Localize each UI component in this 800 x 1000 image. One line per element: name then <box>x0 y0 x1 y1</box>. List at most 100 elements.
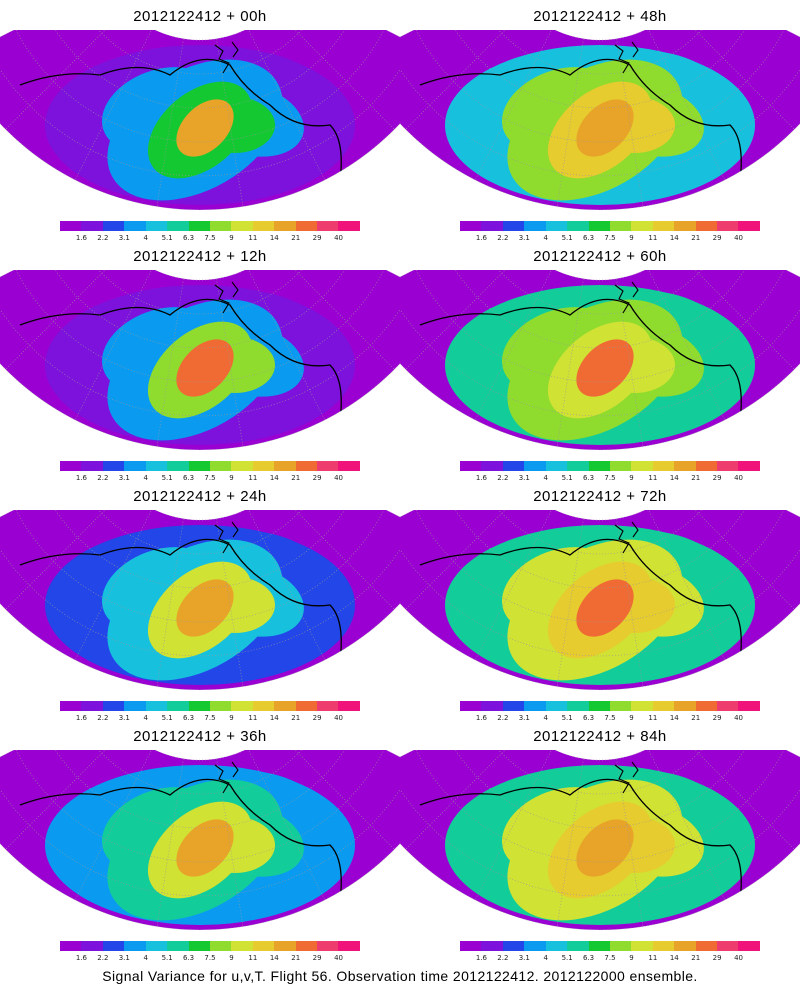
colorbar-tick-label: 1.6 <box>75 714 87 722</box>
colorbar-swatch <box>252 221 275 231</box>
colorbar-ticks: 1.6 2.2 3.1 4 5.1 6.3 7.5 9 11 14 21 29 40 <box>60 714 360 724</box>
colorbar-tick-label: 14 <box>669 714 679 722</box>
longitude-line <box>405 510 526 610</box>
arctic-islands <box>214 41 239 74</box>
colorbar-swatch <box>524 221 546 231</box>
colorbar-swatch <box>188 701 210 711</box>
longitude-line <box>405 750 526 850</box>
colorbar-tick-label: 5.1 <box>561 474 573 482</box>
longitude-line <box>216 278 244 447</box>
colorbar-tick-label: 3.1 <box>118 234 130 242</box>
colorbar-tick-label: 4 <box>543 474 548 482</box>
colorbar-tick-label: 21 <box>691 234 701 242</box>
colorbar-tick-label: 7.5 <box>604 714 616 722</box>
colorbar-swatch <box>545 221 568 231</box>
colorbar-swatch <box>124 221 146 231</box>
colorbar-swatch <box>209 701 232 711</box>
colorbar-swatch <box>188 941 210 951</box>
colorbar-tick-label: 2.2 <box>497 954 509 962</box>
longitude-line <box>556 758 584 927</box>
colorbar-tick-label: 5.1 <box>161 234 173 242</box>
colorbar-tick-label: 1.6 <box>475 234 487 242</box>
variance-contour <box>576 579 634 637</box>
colorbar-tick-label: 6.3 <box>182 954 195 962</box>
colorbar-tick-label: 6.3 <box>182 234 195 242</box>
longitude-line <box>156 38 184 207</box>
colorbar-swatch <box>338 221 360 231</box>
longitude-line <box>274 510 395 610</box>
signal-variance-map <box>400 750 800 930</box>
colorbar-swatch <box>674 221 696 231</box>
latitude-line <box>400 764 800 897</box>
colorbar-tick-label: 14 <box>669 474 679 482</box>
panel-title: 2012122412 + 48h <box>533 8 667 25</box>
longitude-line <box>247 270 326 421</box>
colorbar-swatch <box>460 941 482 951</box>
colorbar-tick-label: 11 <box>648 714 658 722</box>
colorbar-swatch <box>524 461 546 471</box>
colorbar-swatch <box>209 941 232 951</box>
map-boundary <box>400 510 800 690</box>
colorbar-tick-label: 6.3 <box>582 474 595 482</box>
colorbar-tick-label: 2.2 <box>497 714 509 722</box>
latitude-line <box>0 59 400 210</box>
colorbar-swatch <box>209 461 232 471</box>
colorbar-tick-label: 7.5 <box>204 234 216 242</box>
colorbar-tick-label: 21 <box>691 714 701 722</box>
latitude-line <box>400 779 800 930</box>
colorbar-tick-label: 9 <box>229 234 234 242</box>
longitude-line <box>5 270 126 370</box>
panel-title: 2012122412 + 24h <box>133 488 267 505</box>
colorbar-swatch <box>274 221 296 231</box>
colorbar-swatch <box>481 941 503 951</box>
colorbar <box>460 701 760 711</box>
map-boundary <box>0 30 400 210</box>
coastline <box>419 58 742 181</box>
colorbar-swatch <box>502 221 525 231</box>
colorbar-swatch <box>60 701 82 711</box>
colorbar-swatch <box>631 701 653 711</box>
colorbar-swatch <box>695 461 718 471</box>
colorbar-tick-label: 2.2 <box>97 474 109 482</box>
colorbar-swatch <box>60 221 82 231</box>
colorbar-swatch <box>102 221 125 231</box>
colorbar-swatch <box>738 221 760 231</box>
colorbar <box>460 461 760 471</box>
colorbar-swatch <box>274 701 296 711</box>
colorbar-tick-label: 5.1 <box>561 714 573 722</box>
colorbar-swatch <box>567 461 589 471</box>
latitude-line <box>400 539 800 690</box>
colorbar-swatch <box>460 461 482 471</box>
colorbar-tick-label: 3.1 <box>518 954 530 962</box>
colorbar-swatch <box>717 221 739 231</box>
colorbar-tick-label: 29 <box>312 234 322 242</box>
colorbar-tick-label: 6.3 <box>582 714 595 722</box>
latitude-line <box>0 524 400 657</box>
colorbar-swatch <box>145 941 168 951</box>
colorbar-tick-label: 29 <box>712 474 722 482</box>
colorbar-tick-label: 5.1 <box>561 234 573 242</box>
map-panel: 2012122412 + 48h 1.6 2.2 3.1 4 5.1 6.3 7.5 9 11 14… <box>400 0 800 242</box>
colorbar-tick-label: 7.5 <box>604 234 616 242</box>
longitude-line <box>156 518 184 687</box>
longitude-line <box>674 510 795 610</box>
colorbar-tick-label: 14 <box>269 234 279 242</box>
colorbar-tick-label: 29 <box>712 714 722 722</box>
latitude-line <box>400 284 800 417</box>
longitude-line <box>616 278 644 447</box>
colorbar-tick-label: 11 <box>248 954 258 962</box>
colorbar-tick-label: 5.1 <box>161 714 173 722</box>
colorbar-swatch <box>252 701 275 711</box>
coastline <box>19 778 342 901</box>
colorbar-tick-label: 40 <box>334 234 344 242</box>
colorbar-swatch <box>695 701 718 711</box>
colorbar-swatch <box>567 941 589 951</box>
colorbar-swatch <box>231 221 253 231</box>
colorbar-tick-label: 40 <box>734 954 744 962</box>
colorbar-swatch <box>567 221 589 231</box>
colorbar-swatch <box>167 461 189 471</box>
signal-variance-map <box>0 750 400 930</box>
colorbar-swatch <box>124 941 146 951</box>
colorbar-swatch <box>502 461 525 471</box>
colorbar-swatch <box>231 941 253 951</box>
